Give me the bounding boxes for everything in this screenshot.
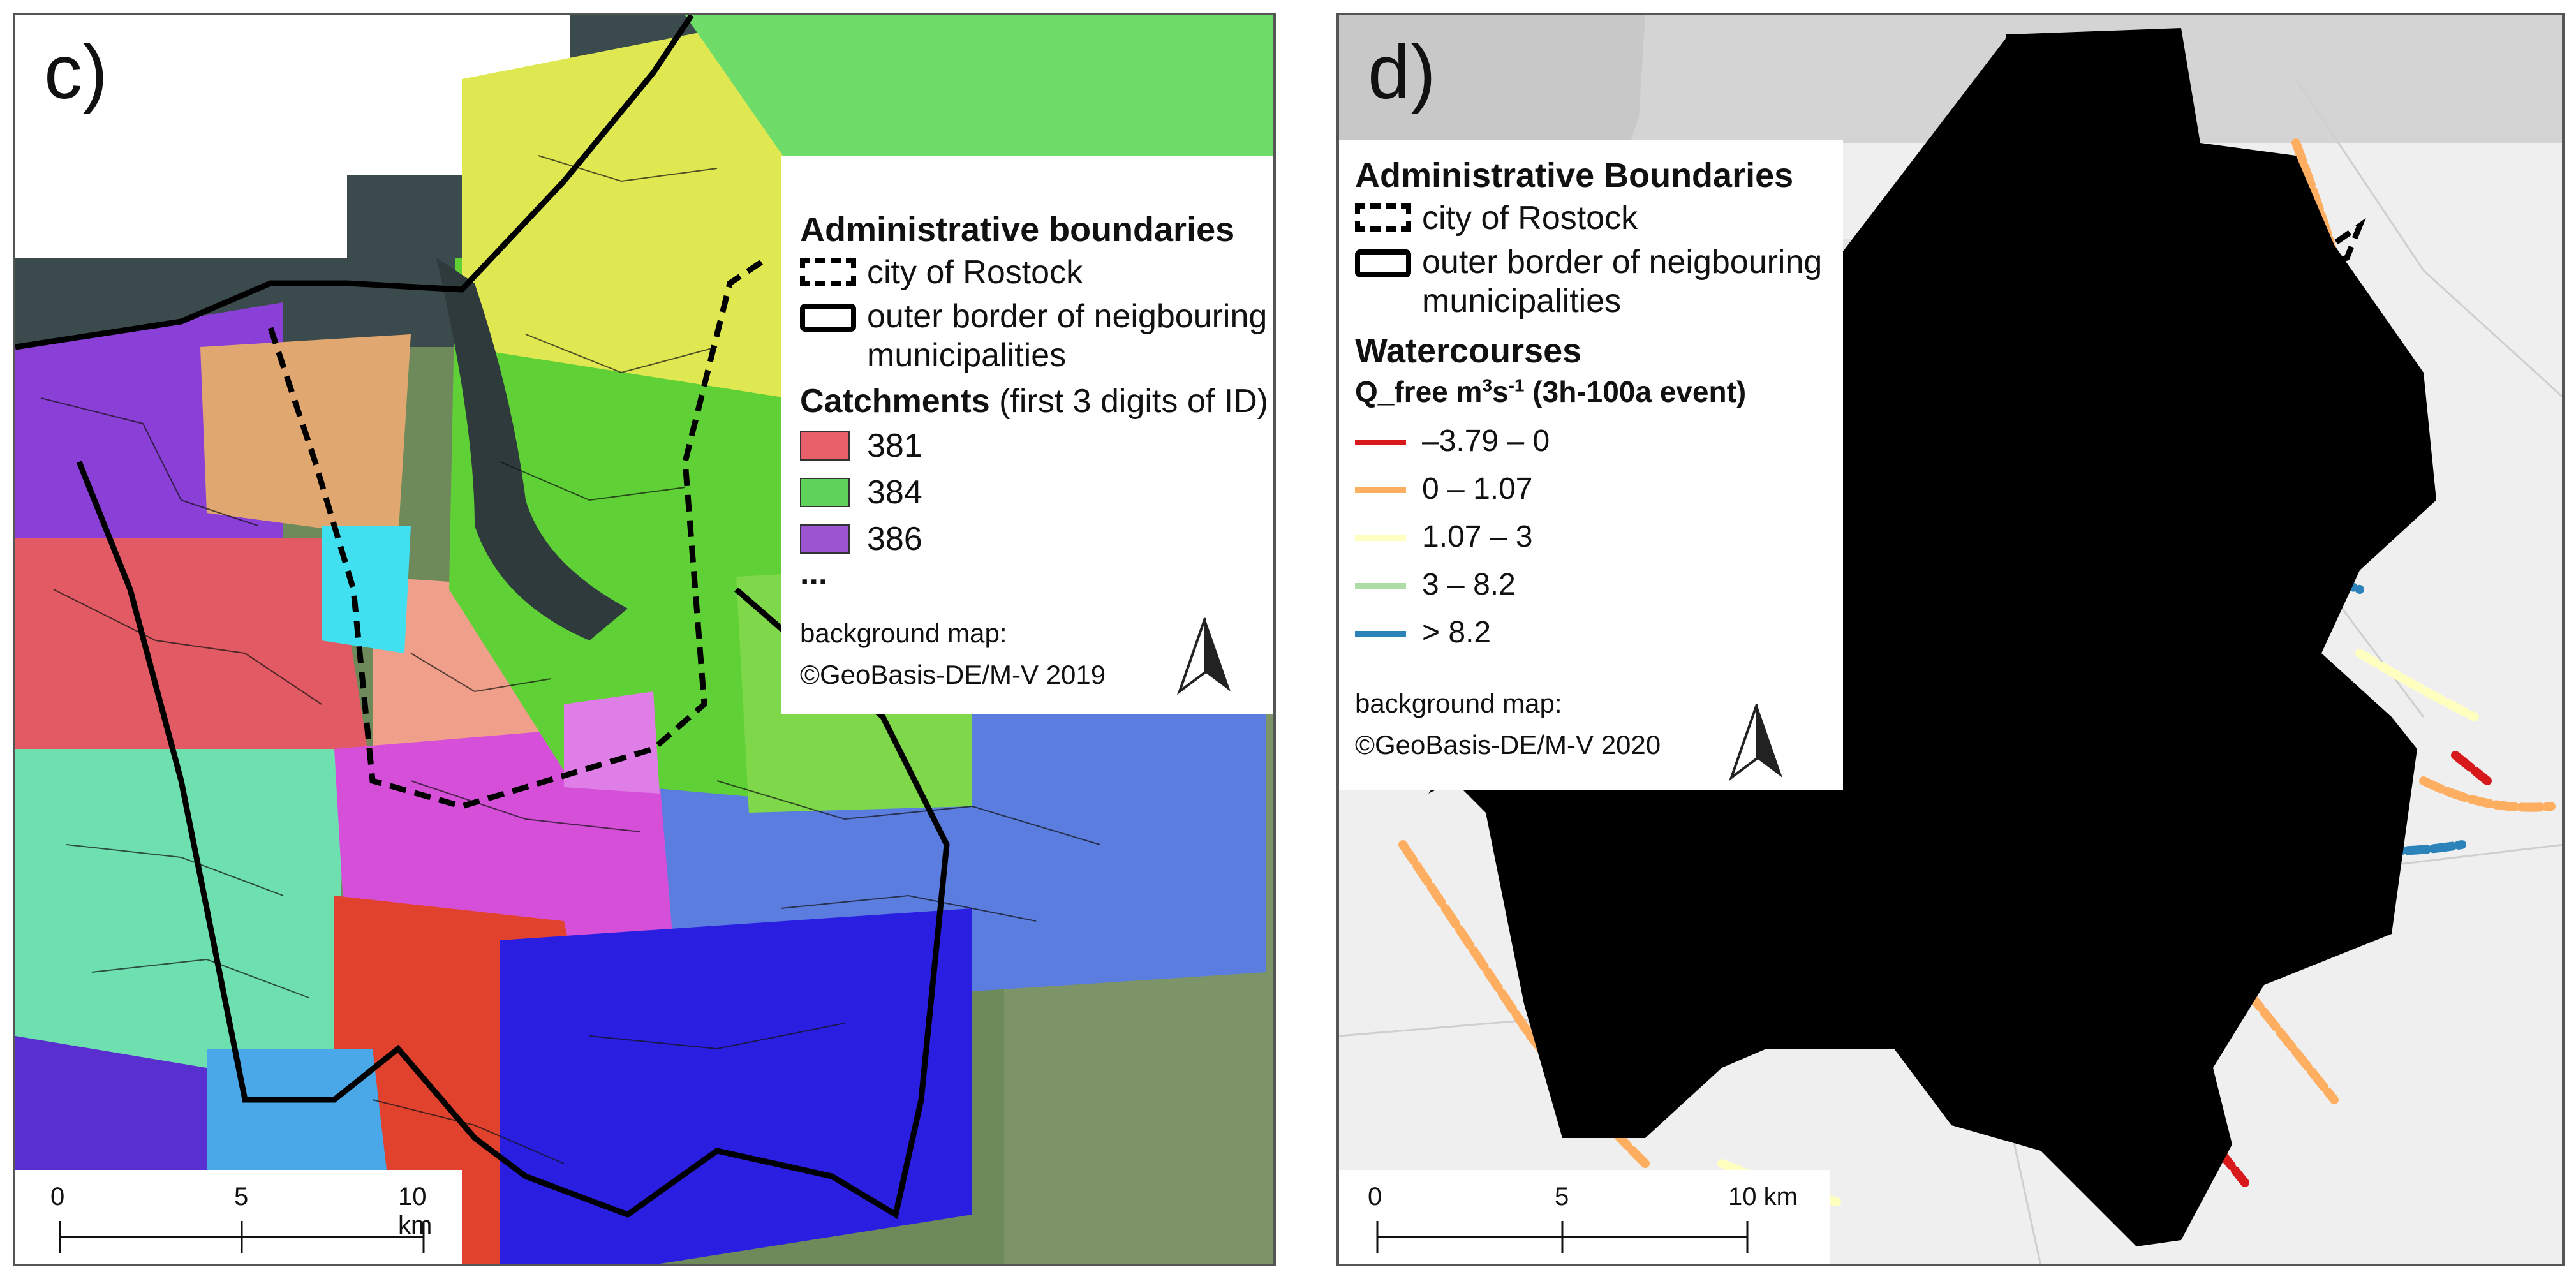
scale-bar-panel-d: 0 5 10 km (1339, 1170, 1830, 1264)
class-2-label: 0 – 1.07 (1422, 472, 1533, 506)
catchment-pink-area (564, 691, 660, 794)
catchment-deepblue-area (500, 908, 972, 1264)
class-5-label: > 8.2 (1422, 616, 1492, 649)
background-credit-line1: background map: (1355, 688, 1562, 718)
catchment-northgreen-area (685, 15, 1273, 162)
catchment-386-swatch (800, 524, 850, 554)
catchment-386-label: 386 (867, 521, 922, 558)
white-blank-area (15, 15, 347, 258)
panel-d-label: d) (1368, 29, 1436, 115)
legend-city-label: city of Rostock (867, 254, 1083, 291)
class-5-line-swatch (1355, 631, 1406, 637)
watercourse-map (1339, 15, 2562, 1264)
panel-d-watercourse-map: d) Administrative Boundaries city of Ros… (1336, 13, 2565, 1266)
north-arrow-icon (1176, 617, 1231, 695)
class-3-label: 1.07 – 3 (1422, 520, 1533, 554)
q-heading-sup1: 3 (1482, 375, 1493, 396)
panel-c-catchment-map: c) Administrative boundaries city of Ros… (13, 13, 1276, 1266)
legend-q-heading: Q_free m3s-1 (3h-100a event) (1355, 374, 1746, 409)
legend-admin-heading: Administrative boundaries (800, 211, 1235, 249)
legend-panel-d: Administrative Boundaries city of Rostoc… (1339, 140, 1843, 790)
scale-bar-graphic (1376, 1221, 1749, 1253)
catchment-yellow-area (462, 15, 787, 398)
scale-tick-0: 0 (1368, 1183, 1382, 1211)
class-1-label: –3.79 – 0 (1422, 424, 1550, 458)
q-heading-c: (3h-100a event) (1524, 375, 1747, 408)
class-4-line-swatch (1355, 583, 1406, 589)
outer-border-boundary (15, 15, 950, 1220)
outer-border-swatch (1355, 249, 1411, 277)
scale-tick-10km: 10 km (398, 1183, 433, 1239)
class-2-line-swatch (1355, 487, 1406, 493)
warnow-estuary (436, 258, 628, 640)
catchment-384-area (449, 258, 787, 800)
legend-outer-label-line2: municipalities (1422, 283, 1622, 320)
catchments-heading-rest: (first 3 digits of ID) (989, 383, 1268, 420)
catchment-teal-area (15, 749, 347, 1100)
catchment-384-label: 384 (867, 474, 922, 511)
catchment-381-label: 381 (867, 427, 922, 464)
catchment-381-swatch (800, 431, 850, 461)
background-credit-line1: background map: (800, 618, 1007, 648)
scale-tick-10km: 10 km (1728, 1183, 1798, 1211)
class-1-line-swatch (1355, 440, 1406, 445)
background-credit-line2: ©GeoBasis-DE/M-V 2019 (800, 660, 1106, 690)
outer-border-north (1841, 34, 2012, 311)
q-heading-a: Q_free m (1355, 375, 1483, 408)
panel-c-label: c) (44, 29, 108, 115)
legend-catchments-heading: Catchments (first 3 digits of ID) (800, 382, 1268, 420)
class-3-line-swatch (1355, 535, 1406, 541)
class-4-label: 3 – 8.2 (1422, 568, 1516, 602)
scale-bar-graphic (59, 1221, 425, 1253)
legend-watercourses-heading: Watercourses (1355, 332, 1582, 370)
q-heading-b: s (1492, 375, 1509, 408)
q-heading-sup2: -1 (1508, 375, 1525, 396)
legend-outer-label-line1: outer border of neigbouring (867, 298, 1268, 335)
catchment-cyan-area (322, 526, 411, 653)
scale-tick-5: 5 (1555, 1183, 1569, 1211)
north-arrow-icon (1728, 704, 1782, 781)
legend-outer-label-line2: municipalities (867, 337, 1067, 374)
city-of-rostock-boundary (267, 255, 770, 810)
scale-bar-panel-c: 0 5 10 km (15, 1170, 462, 1264)
scale-tick-0: 0 (50, 1183, 65, 1211)
sub-catchment-lines (40, 155, 1100, 1164)
catchment-map (15, 15, 1273, 1264)
city-boundary-swatch (1355, 203, 1411, 232)
outer-border-boundary (1428, 28, 2436, 1246)
city-boundary-swatch (800, 258, 856, 286)
background-credit-line2: ©GeoBasis-DE/M-V 2020 (1355, 730, 1661, 760)
catchment-384-swatch (800, 478, 850, 507)
outer-border-swatch (800, 304, 856, 332)
legend-city-label: city of Rostock (1422, 200, 1638, 237)
scale-tick-5: 5 (234, 1183, 249, 1211)
legend-outer-label-line1: outer border of neigbouring (1422, 244, 1823, 281)
legend-admin-heading: Administrative Boundaries (1355, 156, 1794, 195)
catchment-381-area (15, 538, 373, 813)
catchments-heading-bold: Catchments (800, 383, 990, 420)
legend-panel-c: Administrative boundaries city of Rostoc… (781, 156, 1273, 714)
legend-ellipsis: ... (800, 555, 828, 592)
